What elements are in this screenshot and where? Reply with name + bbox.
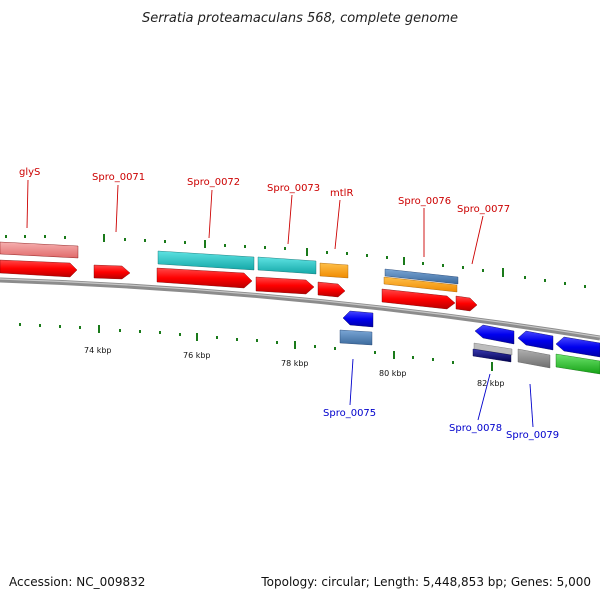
scale-labels: 74 kbp 76 kbp 78 kbp 80 kbp 82 kbp: [84, 346, 505, 388]
scale-label-78: 78 kbp: [281, 359, 309, 368]
feature-spro-0078-outer-b[interactable]: [472, 348, 512, 363]
reverse-gene-labels: Spro_0075 Spro_0078 Spro_0079: [323, 408, 559, 441]
feature-mtlR-gene[interactable]: [317, 281, 346, 298]
feature-spro-0079-gene[interactable]: [517, 330, 554, 351]
feature-mtlR-outer[interactable]: [319, 262, 349, 279]
feature-next-gene[interactable]: [555, 336, 600, 358]
feature-spro-0075-gene[interactable]: [342, 310, 374, 328]
feature-spro-0072-outer[interactable]: [157, 250, 255, 271]
scale-label-80: 80 kbp: [379, 369, 407, 378]
gene-label-spro-0071[interactable]: Spro_0071: [92, 172, 145, 183]
feature-spro-0071-gene[interactable]: [93, 264, 131, 280]
feature-glyS-outer[interactable]: [0, 241, 79, 259]
reverse-features: [339, 310, 600, 375]
feature-spro-0072-gene[interactable]: [156, 267, 253, 289]
feature-spro-0076-outer-a[interactable]: [384, 268, 459, 285]
gene-label-spro-0078[interactable]: Spro_0078: [449, 423, 502, 434]
feature-spro-0075-outer[interactable]: [339, 329, 373, 346]
accession-text: Accession: NC_009832: [9, 575, 145, 589]
gene-label-mtlR[interactable]: mtlR: [330, 188, 353, 199]
feature-spro-0076-outer-b[interactable]: [383, 276, 458, 293]
scale-label-76: 76 kbp: [183, 351, 211, 360]
scale-label-82: 82 kbp: [477, 379, 505, 388]
forward-leader-lines: [26, 179, 484, 265]
forward-features: [0, 241, 478, 312]
genome-summary-text: Topology: circular; Length: 5,448,853 bp…: [260, 575, 591, 589]
feature-spro-0078-gene[interactable]: [474, 324, 515, 345]
gene-label-spro-0079[interactable]: Spro_0079: [506, 430, 559, 441]
gene-label-glyS[interactable]: glyS: [19, 167, 40, 178]
map-title: Serratia proteamaculans 568, complete ge…: [142, 11, 458, 26]
reverse-leader-lines: [349, 358, 534, 428]
forward-gene-labels: glyS Spro_0071 Spro_0072 Spro_0073 mtlR …: [19, 167, 510, 215]
feature-glyS-gene[interactable]: [0, 259, 78, 278]
gene-label-spro-0073[interactable]: Spro_0073: [267, 183, 320, 194]
lower-tick-row: [19, 323, 493, 371]
gene-label-spro-0075[interactable]: Spro_0075: [323, 408, 376, 419]
gene-label-spro-0072[interactable]: Spro_0072: [187, 177, 240, 188]
feature-spro-0076-gene[interactable]: [381, 288, 456, 310]
feature-spro-0077-gene[interactable]: [455, 295, 478, 312]
genome-backbone-highlight: [0, 278, 600, 338]
feature-next-outer[interactable]: [555, 353, 600, 375]
feature-spro-0073-gene[interactable]: [255, 276, 315, 295]
scale-label-74: 74 kbp: [84, 346, 112, 355]
gene-label-spro-0077[interactable]: Spro_0077: [457, 204, 510, 215]
genome-backbone: [0, 277, 600, 341]
feature-spro-0079-outer[interactable]: [517, 348, 551, 369]
gene-label-spro-0076[interactable]: Spro_0076: [398, 196, 451, 207]
feature-spro-0078-outer-a[interactable]: [473, 342, 513, 356]
upper-tick-row: [5, 234, 586, 288]
feature-spro-0073-outer[interactable]: [257, 256, 317, 275]
